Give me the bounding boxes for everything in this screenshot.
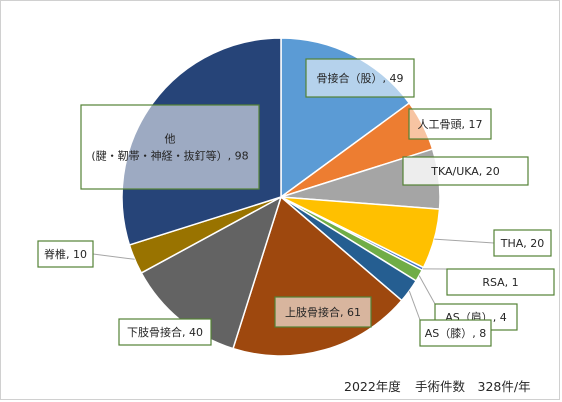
footer-total: 手術件数 328件/年 [415,379,531,394]
leader-line [408,290,421,321]
data-label-box [305,58,415,98]
data-label-text: AS（膝）, 8 [425,327,487,340]
data-label-box [80,104,260,190]
data-label-text: TKA/UKA, 20 [430,165,500,178]
data-label-box [37,240,94,268]
data-label-text: RSA, 1 [482,276,518,289]
data-label: THA, 20 [493,229,552,257]
leader-line [92,253,135,260]
data-label: AS（膝）, 8 [419,319,492,347]
data-label-text: 脊椎, 10 [44,247,87,261]
footer-year: 2022年度 [344,379,401,394]
data-label-box [118,318,212,346]
data-label: RSA, 1 [446,268,555,296]
data-label-box [446,268,555,296]
data-label-box [402,156,529,186]
data-label-text: (腱・靭帯・神経・抜釘等）, 98 [91,149,248,163]
leader-line [434,238,495,244]
data-label-text: 他 [165,133,176,146]
data-label: 他 (腱・靭帯・神経・抜釘等）, 98 [80,104,260,190]
data-label-text: THA, 20 [500,237,545,250]
data-label-box [419,319,492,347]
data-label: 上肢骨接合, 61 [274,296,372,328]
data-label: 脊椎, 10 [37,240,94,268]
data-label: 骨接合（股）, 49 [305,58,415,98]
data-label-box [274,296,372,328]
data-label-box [493,229,552,257]
data-label-box [408,108,492,140]
data-label-text: 骨接合（股）, 49 [317,71,404,85]
data-label-text: 上肢骨接合, 61 [285,305,361,319]
data-label: TKA/UKA, 20 [402,156,529,186]
data-label: 人工骨頭, 17 [408,108,492,140]
leader-line [418,275,436,305]
data-label-text: 人工骨頭, 17 [418,118,483,131]
data-label-text: 下肢骨接合, 40 [127,325,203,339]
data-label: 下肢骨接合, 40 [118,318,212,346]
